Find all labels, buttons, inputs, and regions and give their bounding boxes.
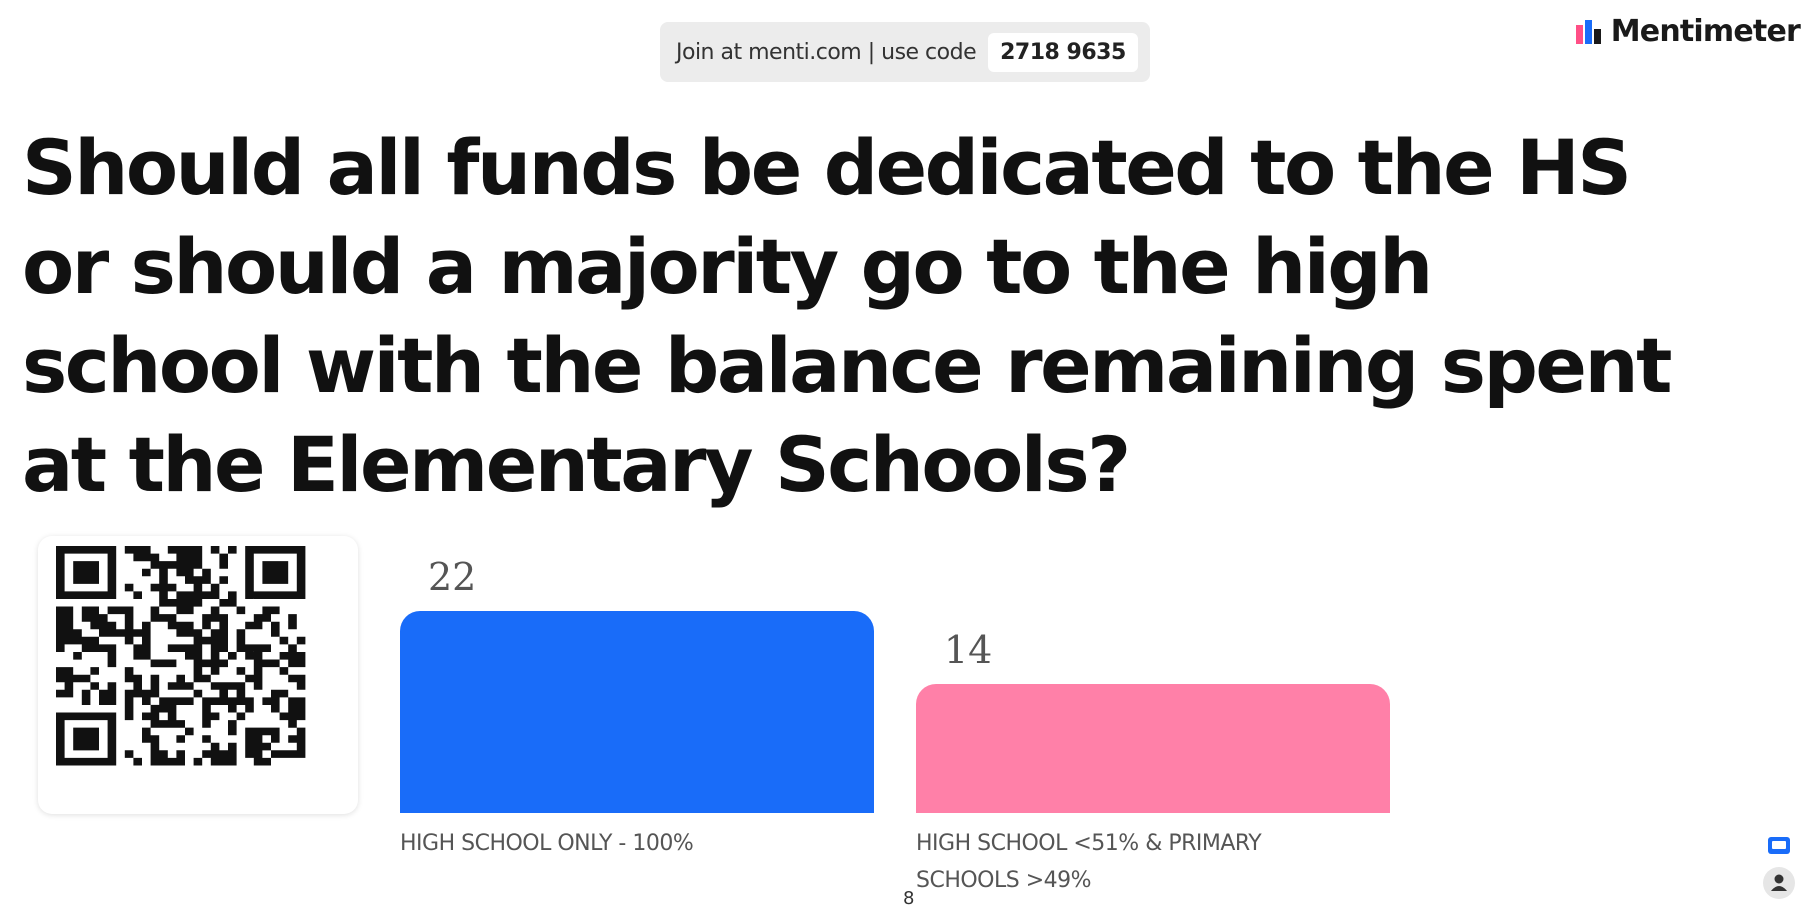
join-text: Join at menti.com | use code — [676, 39, 977, 65]
brand-name: Mentimeter — [1610, 14, 1801, 49]
bar-category-label: HIGH SCHOOL <51% & PRIMARY SCHOOLS >49% — [916, 831, 1262, 893]
qr-code-icon — [56, 546, 306, 766]
presenter-controls — [1762, 836, 1796, 900]
bar-category-label: HIGH SCHOOL ONLY - 100% — [400, 831, 694, 856]
person-icon[interactable] — [1762, 866, 1796, 900]
page-number: 8 — [903, 888, 915, 909]
qr-card — [38, 536, 358, 814]
brand: Mentimeter — [1575, 14, 1801, 49]
question-title: Should all funds be dedicated to the HS … — [22, 123, 1672, 509]
bar — [400, 611, 874, 813]
bar-value-label: 14 — [944, 628, 993, 672]
chat-icon[interactable] — [1767, 836, 1791, 858]
bar-value-label: 22 — [428, 555, 477, 599]
mentimeter-logo-icon — [1575, 19, 1603, 45]
join-code: 2718 9635 — [988, 32, 1138, 72]
join-instructions: Join at menti.com | use code 2718 9635 — [660, 22, 1150, 82]
bar — [916, 684, 1390, 813]
results-bar-chart: 22 HIGH SCHOOL ONLY - 100% 14 HIGH SCHOOL <… — [400, 540, 1440, 900]
